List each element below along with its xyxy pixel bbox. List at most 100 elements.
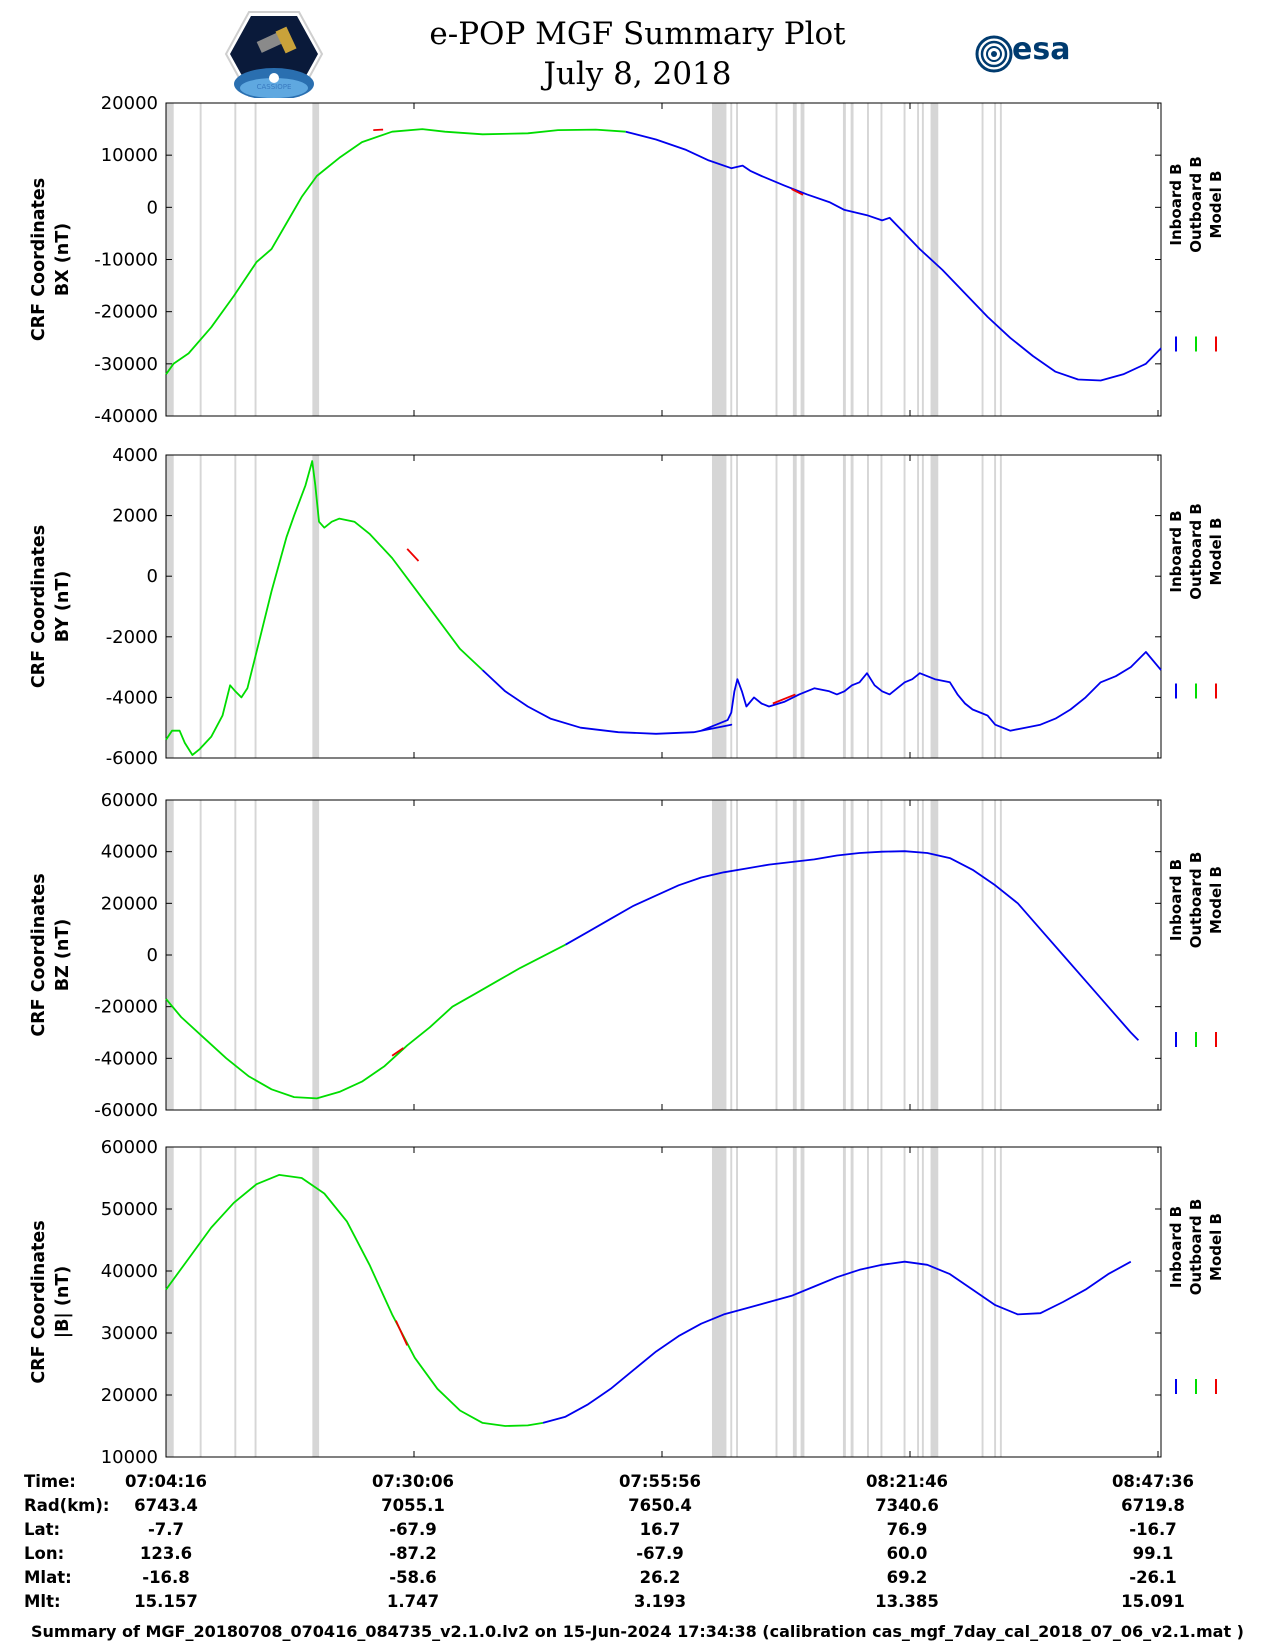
info-lon-4: 99.1 — [1132, 1544, 1174, 1563]
data-gap-band — [994, 800, 997, 1110]
data-gap-band — [880, 455, 883, 758]
y-tick-label: -40000 — [94, 1048, 158, 1069]
y-tick-label: 20000 — [101, 1385, 158, 1406]
info-lon-3: 60.0 — [886, 1544, 928, 1563]
legend-panel-3: Inboard B Outboard B Model B — [1167, 852, 1225, 1047]
legend-label-outboard: Outboard B — [1187, 156, 1205, 253]
y-tick-label: -20000 — [94, 302, 158, 323]
data-gap-band — [930, 1147, 939, 1457]
y-tick-label: 50000 — [101, 1199, 158, 1220]
y-tick-label: 0 — [147, 197, 158, 218]
data-gap-band — [921, 800, 924, 1110]
y-axis-label-line2: |B| (nT) — [53, 1266, 73, 1339]
data-gap-band — [166, 455, 174, 758]
data-gap-band — [736, 455, 738, 758]
y-axis-label-line2: BZ (nT) — [53, 919, 73, 992]
legend-label-model: Model B — [1207, 866, 1225, 934]
esa-logo: esa — [972, 30, 1092, 84]
y-tick-label: 0 — [147, 566, 158, 587]
y-tick-label: 10000 — [101, 145, 158, 166]
info-label-mlat: Mlat: — [24, 1568, 72, 1587]
y-tick-label: 10000 — [101, 1447, 158, 1468]
info-rad-0: 6743.4 — [134, 1496, 198, 1515]
info-label-rad: Rad(km): — [24, 1496, 110, 1515]
info-mlt-1: 1.747 — [386, 1592, 440, 1611]
info-rad-1: 7055.1 — [381, 1496, 445, 1515]
info-mlat-0: -16.8 — [142, 1568, 190, 1587]
series-model-b-line — [772, 693, 796, 705]
data-gap-band — [867, 103, 869, 416]
info-rad-2: 7650.4 — [628, 1496, 692, 1515]
series-inboard-b-line — [625, 130, 1162, 382]
info-lon-1: -87.2 — [389, 1544, 437, 1563]
legend-label-inboard: Inboard B — [1167, 859, 1185, 941]
info-time-0: 07:04:16 — [124, 1472, 208, 1491]
data-gap-band — [903, 1147, 906, 1457]
footer-caption: Summary of MGF_20180708_070416_084735_v2… — [31, 1622, 1244, 1641]
plot-frame — [165, 1146, 1162, 1458]
y-tick-label: 4000 — [112, 445, 158, 466]
cassiope-logo-text: CASSIOPE — [256, 83, 292, 91]
data-gap-band — [999, 1147, 1002, 1457]
data-gap-band — [930, 103, 939, 416]
data-gap-band — [994, 455, 997, 758]
title-line-1: e-POP MGF Summary Plot — [429, 16, 846, 52]
data-gap-band — [775, 800, 778, 1110]
data-gap-band — [880, 1147, 883, 1457]
panel-4: 60000 50000 40000 30000 20000 10000 CRF Coordi… — [29, 1137, 1225, 1468]
y-tick-label: 40000 — [101, 842, 158, 863]
data-gap-band — [903, 800, 906, 1110]
data-gap-band — [994, 103, 997, 416]
data-gap-band — [850, 1147, 854, 1457]
data-gap-band — [842, 455, 846, 758]
legend-label-model: Model B — [1207, 1213, 1225, 1281]
data-gap-band — [842, 1147, 846, 1457]
info-label-time: Time: — [24, 1472, 76, 1491]
series-outboard-b-line — [165, 1174, 544, 1427]
data-gap-band — [166, 1147, 174, 1457]
info-lat-2: 16.7 — [639, 1520, 681, 1539]
data-gap-band — [199, 1147, 202, 1457]
legend-label-outboard: Outboard B — [1187, 503, 1205, 600]
data-gap-band — [711, 455, 727, 758]
info-row-mlt: Mlt: 15.157 1.747 3.193 13.385 15.091 — [0, 1592, 1275, 1616]
data-gap-band — [917, 103, 920, 416]
y-axis-label-line2: BY (nT) — [53, 571, 73, 643]
info-row-lon: Lon: 123.6 -87.2 -67.9 60.0 99.1 — [0, 1544, 1275, 1568]
data-gap-band — [711, 103, 727, 416]
data-gap-band — [234, 800, 237, 1110]
y-tick-label: -60000 — [94, 1100, 158, 1121]
info-rad-4: 6719.8 — [1121, 1496, 1185, 1515]
data-gap-band — [999, 800, 1002, 1110]
info-mlt-3: 13.385 — [875, 1592, 939, 1611]
data-gap-band — [254, 1147, 257, 1457]
data-gap-band — [792, 800, 797, 1110]
data-gap-band — [730, 455, 733, 758]
series-inboard-b-line — [565, 850, 1140, 1041]
data-gap-band — [930, 800, 939, 1110]
data-gap-band — [730, 103, 733, 416]
data-gap-band — [999, 455, 1002, 758]
info-lat-4: -16.7 — [1129, 1520, 1177, 1539]
legend-label-outboard: Outboard B — [1187, 852, 1205, 949]
info-row-mlat: Mlat: -16.8 -58.6 26.2 69.2 -26.1 — [0, 1568, 1275, 1592]
data-gap-band — [867, 455, 869, 758]
data-gap-band — [880, 103, 883, 416]
data-gap-band — [312, 455, 320, 758]
data-gap-band — [800, 800, 805, 1110]
data-gap-band — [312, 103, 320, 416]
y-tick-label: -4000 — [106, 687, 158, 708]
legend-panel-4: Inboard B Outboard B Model B — [1167, 1199, 1225, 1394]
data-gap-band — [981, 103, 984, 416]
legend-panel-2: Inboard B Outboard B Model B — [1167, 503, 1225, 699]
series-outboard-b-line — [165, 460, 484, 756]
data-gap-band — [730, 1147, 733, 1457]
series-inboard-b-line — [481, 651, 1162, 735]
info-mlat-2: 26.2 — [639, 1568, 681, 1587]
page-title: e-POP MGF Summary Plot July 8, 2018 — [0, 14, 1275, 94]
legend-label-inboard: Inboard B — [1167, 1206, 1185, 1288]
data-gap-band — [775, 103, 778, 416]
data-gap-band — [736, 103, 738, 416]
data-gap-band — [917, 800, 920, 1110]
plot-frame — [165, 454, 1162, 759]
